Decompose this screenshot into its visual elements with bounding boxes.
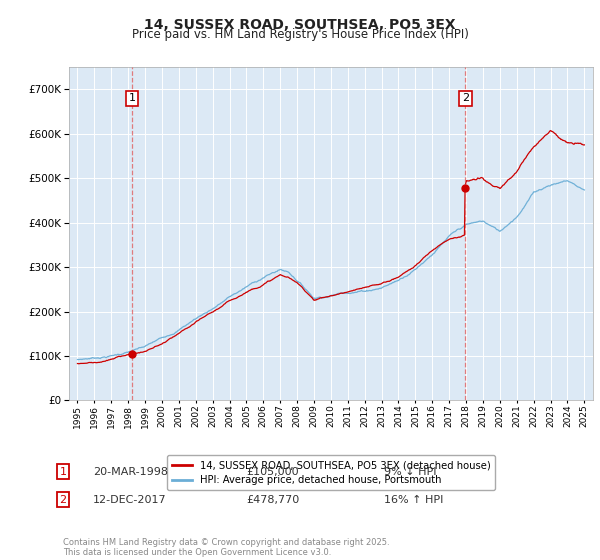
Text: 14, SUSSEX ROAD, SOUTHSEA, PO5 3EX: 14, SUSSEX ROAD, SOUTHSEA, PO5 3EX	[144, 18, 456, 32]
Text: Price paid vs. HM Land Registry's House Price Index (HPI): Price paid vs. HM Land Registry's House …	[131, 28, 469, 41]
Text: 2: 2	[59, 494, 67, 505]
Text: £478,770: £478,770	[246, 494, 299, 505]
Text: 2: 2	[461, 94, 469, 103]
Text: Contains HM Land Registry data © Crown copyright and database right 2025.
This d: Contains HM Land Registry data © Crown c…	[63, 538, 389, 557]
Legend: 14, SUSSEX ROAD, SOUTHSEA, PO5 3EX (detached house), HPI: Average price, detache: 14, SUSSEX ROAD, SOUTHSEA, PO5 3EX (deta…	[167, 455, 495, 491]
Text: £105,000: £105,000	[246, 466, 299, 477]
Text: 1: 1	[59, 466, 67, 477]
Text: 16% ↑ HPI: 16% ↑ HPI	[384, 494, 443, 505]
Text: 12-DEC-2017: 12-DEC-2017	[93, 494, 167, 505]
Text: 9% ↓ HPI: 9% ↓ HPI	[384, 466, 437, 477]
Text: 1: 1	[128, 94, 136, 103]
Text: 20-MAR-1998: 20-MAR-1998	[93, 466, 168, 477]
